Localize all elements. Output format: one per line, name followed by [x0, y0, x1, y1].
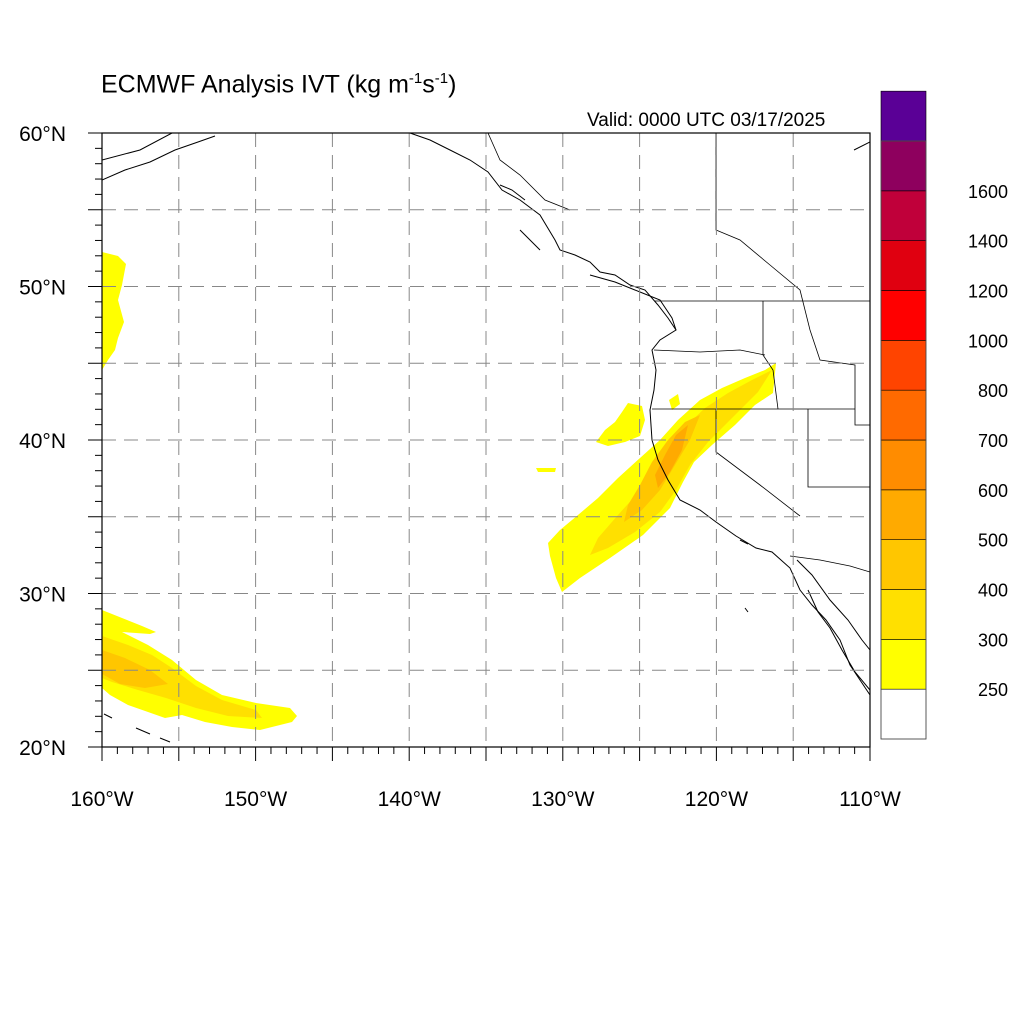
coast-channel-islands [739, 539, 749, 613]
colorbar: 250 300 400 500 600 700 800 1000 1200 1400 1600 [880, 90, 1008, 740]
colorbar-box [880, 240, 927, 291]
border-alaska-canada [487, 133, 571, 211]
coast-baja-gulf [796, 559, 870, 651]
colorbar-label: 1400 [968, 232, 1008, 252]
border-wa-or [653, 349, 766, 356]
colorbar-box [880, 539, 927, 590]
colorbar-label: 600 [978, 481, 1008, 501]
lon-label: 130°W [531, 788, 594, 811]
lon-label: 140°W [378, 788, 441, 811]
ivt-plume-250 [102, 610, 297, 730]
colorbar-label: 800 [978, 381, 1008, 401]
lat-labels: 60°N 50°N 40°N 30°N 20°N [19, 123, 66, 760]
colorbar-box [880, 90, 927, 142]
coast-hudson [853, 141, 870, 151]
lon-label: 110°W [839, 788, 901, 811]
ivt-shading [102, 252, 776, 730]
ivt-patch-dot [536, 468, 556, 472]
map-title: ECMWF Analysis IVT (kg m-1s-1) [101, 70, 457, 99]
ivt-patch-west [102, 252, 126, 370]
colorbar-box [880, 439, 927, 491]
political-borders [487, 133, 870, 573]
ivt-river-500 [655, 425, 688, 488]
lat-label: 40°N [19, 430, 66, 453]
colorbar-label: 400 [978, 581, 1008, 601]
colorbar-label: 1200 [968, 282, 1008, 302]
border-bc-ak [715, 133, 870, 426]
lat-label: 30°N [19, 584, 66, 607]
lon-label: 160°W [70, 788, 133, 811]
colorbar-box [880, 589, 927, 640]
colorbar-box [880, 489, 927, 540]
colorbar-box [880, 340, 927, 391]
colorbar-label: 1600 [968, 182, 1008, 202]
lat-label: 60°N [19, 123, 66, 146]
lat-label: 20°N [19, 737, 66, 760]
coast-alaska-inlet [102, 135, 216, 181]
ivt-plume-300 [102, 636, 262, 718]
colorbar-label: 500 [978, 531, 1008, 551]
graticule [102, 133, 870, 747]
lon-labels: 160°W 150°W 140°W 130°W 120°W 110°W [70, 788, 901, 811]
coastlines [102, 133, 870, 743]
coast-islands-bc [499, 184, 541, 251]
colorbar-frame [880, 140, 927, 740]
lat-label: 50°N [19, 277, 66, 300]
ivt-patch-small [669, 394, 680, 410]
coast-baja [807, 589, 870, 691]
border-us-mexico [789, 555, 870, 573]
colorbar-box [880, 688, 927, 740]
coast-hawaii [103, 713, 171, 743]
lon-label: 120°W [685, 788, 748, 811]
colorbar-label: 700 [978, 431, 1008, 451]
coast-alaska-west [102, 133, 173, 161]
colorbar-box [880, 639, 927, 690]
colorbar-label: 300 [978, 630, 1008, 650]
valid-time: Valid: 0000 UTC 03/17/2025 [587, 110, 826, 131]
colorbar-label: 250 [978, 680, 1008, 700]
border-id [762, 301, 779, 410]
colorbar-box [880, 140, 927, 192]
border-nv-ut [807, 409, 870, 488]
ivt-plume-400 [102, 650, 168, 688]
colorbar-box [880, 389, 927, 441]
colorbar-box [880, 290, 927, 341]
ivt-patch-oregon [596, 403, 645, 446]
colorbar-label: 1000 [968, 331, 1008, 351]
coast-vancouver-island [589, 274, 677, 331]
coast-alaska [409, 133, 870, 696]
colorbar-box [880, 190, 927, 241]
axis-ticks [88, 132, 871, 761]
lon-label: 150°W [224, 788, 287, 811]
